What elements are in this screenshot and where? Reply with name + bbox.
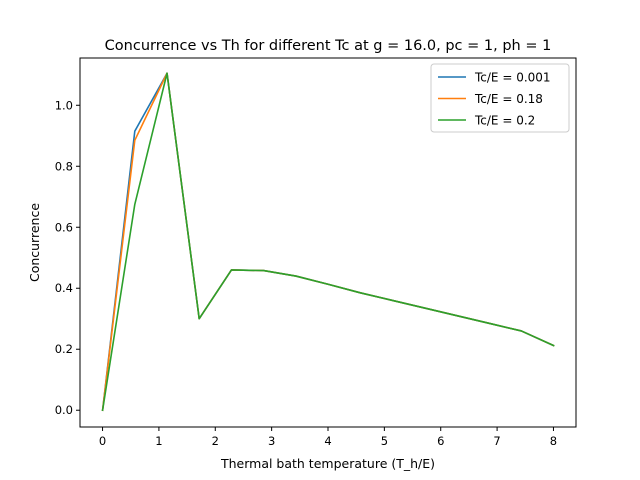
legend-label-3: Tc/E = 0.2 (474, 114, 535, 128)
y-tick-label: 0.6 (55, 220, 73, 234)
x-axis: 0 1 2 3 4 5 6 7 8 (99, 427, 557, 448)
x-tick-label: 8 (550, 434, 557, 448)
y-tick-label: 0.0 (55, 403, 73, 417)
x-tick-label: 5 (381, 434, 388, 448)
series-layer (101, 72, 555, 412)
legend-label-2: Tc/E = 0.18 (474, 92, 543, 106)
y-tick-label: 0.4 (55, 281, 73, 295)
legend-label-1: Tc/E = 0.001 (474, 71, 551, 85)
legend: Tc/E = 0.001 Tc/E = 0.18 Tc/E = 0.2 (430, 63, 570, 133)
chart-title: Concurrence vs Th for different Tc at g … (105, 38, 552, 54)
x-tick-label: 4 (324, 434, 331, 448)
y-axis-label: Concurrence (27, 203, 42, 282)
x-tick-label: 6 (437, 434, 444, 448)
x-tick-label: 7 (493, 434, 500, 448)
y-tick-label: 0.2 (55, 342, 73, 356)
y-axis: 0.0 0.2 0.4 0.6 0.8 1.0 (55, 98, 80, 417)
legend-entries: Tc/E = 0.001 Tc/E = 0.18 Tc/E = 0.2 (438, 71, 551, 128)
legend-box (430, 63, 570, 133)
x-tick-label: 3 (268, 434, 275, 448)
series-line-3 (101, 72, 555, 412)
y-tick-label: 0.8 (55, 159, 73, 173)
x-axis-label: Thermal bath temperature (T_h/E) (220, 456, 435, 471)
x-tick-label: 2 (212, 434, 219, 448)
y-tick-label: 1.0 (55, 98, 73, 112)
x-tick-label: 1 (155, 434, 162, 448)
x-tick-label: 0 (99, 434, 106, 448)
